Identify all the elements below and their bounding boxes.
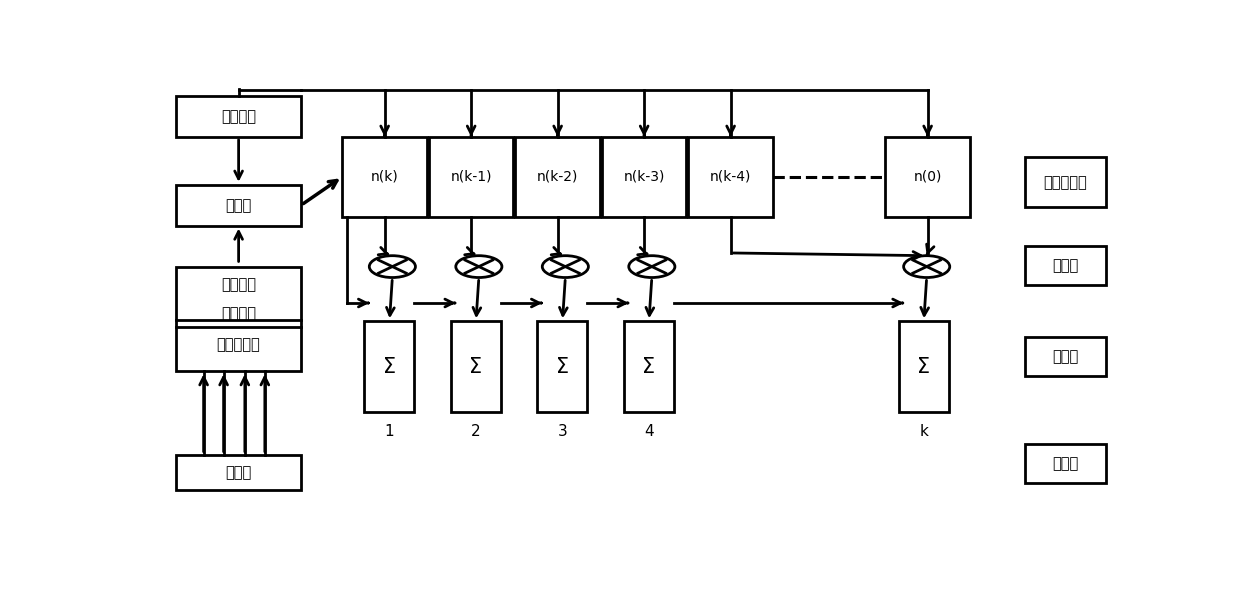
Text: 采样时钟: 采样时钟 [221, 109, 257, 124]
Text: Σ: Σ [556, 357, 569, 376]
Text: 1: 1 [384, 424, 394, 439]
Circle shape [456, 256, 502, 278]
Bar [365, 321, 414, 413]
Text: 鉴别电路: 鉴别电路 [221, 277, 257, 292]
Bar [176, 96, 301, 137]
Text: n(k-4): n(k-4) [711, 170, 751, 184]
Bar [885, 137, 970, 216]
Text: 3: 3 [558, 424, 568, 439]
Text: 放大电路: 放大电路 [221, 306, 257, 321]
Text: 计数器: 计数器 [226, 197, 252, 213]
Text: 乘法器: 乘法器 [1053, 258, 1079, 273]
Text: Σ: Σ [642, 357, 656, 376]
Text: Σ: Σ [470, 357, 482, 376]
Bar [1024, 337, 1106, 376]
Circle shape [370, 256, 415, 278]
Bar [688, 137, 773, 216]
Bar [451, 321, 501, 413]
Text: n(k-1): n(k-1) [450, 170, 492, 184]
Text: 4: 4 [644, 424, 653, 439]
Text: 累加器: 累加器 [1053, 349, 1079, 364]
Bar [899, 321, 949, 413]
Bar [429, 137, 513, 216]
Text: n(k): n(k) [371, 170, 398, 184]
Text: n(k-2): n(k-2) [537, 170, 578, 184]
Circle shape [904, 256, 950, 278]
Bar [342, 137, 427, 216]
Text: 通道数: 通道数 [1053, 456, 1079, 471]
Text: n(k-3): n(k-3) [624, 170, 665, 184]
Bar [516, 137, 600, 216]
Bar [1024, 444, 1106, 483]
Bar [176, 267, 301, 371]
Text: Σ: Σ [918, 357, 930, 376]
Bar [624, 321, 675, 413]
Text: 光电倍増管: 光电倍増管 [217, 337, 260, 353]
Text: Σ: Σ [383, 357, 396, 376]
Text: 散射光: 散射光 [226, 465, 252, 480]
Bar [176, 184, 301, 226]
Bar [1024, 157, 1106, 207]
Circle shape [542, 256, 589, 278]
Text: 2: 2 [471, 424, 481, 439]
Bar [176, 456, 301, 489]
Circle shape [629, 256, 675, 278]
Bar [537, 321, 588, 413]
Bar [601, 137, 687, 216]
Text: k: k [919, 424, 929, 439]
Text: 移位寄存器: 移位寄存器 [1044, 175, 1087, 190]
Text: n(0): n(0) [914, 170, 942, 184]
Bar [1024, 246, 1106, 285]
